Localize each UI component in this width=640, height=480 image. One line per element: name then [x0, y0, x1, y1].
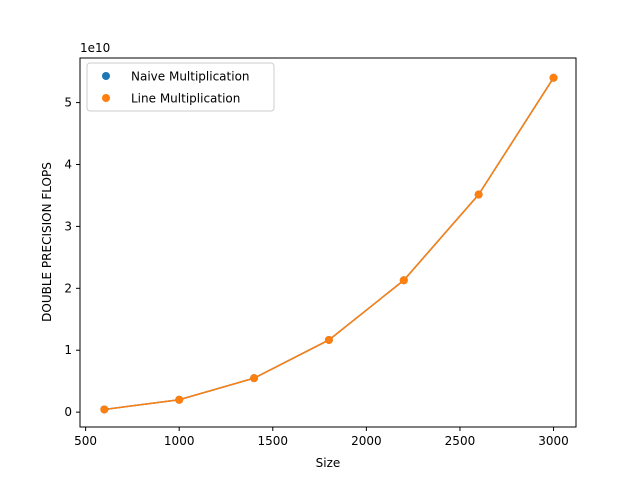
y-tick-label: 5 — [64, 96, 72, 110]
y-tick-label: 2 — [64, 281, 72, 295]
legend-marker-line — [102, 94, 110, 102]
axes-frame — [79, 57, 577, 428]
series-layer — [100, 73, 558, 414]
x-tick-label: 2500 — [445, 434, 476, 448]
legend-box — [86, 62, 275, 112]
data-point-line-multiplication — [399, 276, 408, 285]
y-axis-label: DOUBLE PRECISION FLOPS — [40, 162, 54, 322]
x-axis-ticks: 500 1000 1500 2000 2500 3000 — [74, 427, 569, 448]
x-tick-label: 2000 — [351, 434, 382, 448]
y-tick-label: 1 — [64, 343, 72, 357]
series-line-naive-multiplication — [104, 77, 555, 411]
data-point-line-multiplication — [175, 395, 184, 404]
x-axis-label: Size — [316, 456, 341, 470]
data-point-line-multiplication — [474, 190, 483, 199]
data-point-line-multiplication — [324, 335, 333, 344]
y-tick-label: 4 — [64, 157, 72, 171]
legend-label-naive: Naive Multiplication — [131, 70, 250, 84]
legend: Naive Multiplication Line Multiplication — [86, 62, 275, 112]
data-point-line-multiplication — [250, 374, 259, 383]
x-tick-label: 3000 — [538, 434, 569, 448]
y-tick-label: 0 — [64, 405, 72, 419]
y-axis-ticks: 0 1 2 3 4 5 — [64, 96, 80, 419]
data-point-line-multiplication — [100, 405, 109, 414]
y-offset-label: 1e10 — [80, 41, 110, 55]
x-tick-label: 500 — [74, 434, 97, 448]
data-point-line-multiplication — [549, 73, 558, 82]
series-line-line-multiplication — [104, 77, 555, 411]
legend-label-line: Line Multiplication — [131, 92, 240, 106]
x-tick-label: 1500 — [258, 434, 289, 448]
x-tick-label: 1000 — [164, 434, 195, 448]
y-tick-label: 3 — [64, 219, 72, 233]
legend-marker-naive — [102, 72, 110, 80]
